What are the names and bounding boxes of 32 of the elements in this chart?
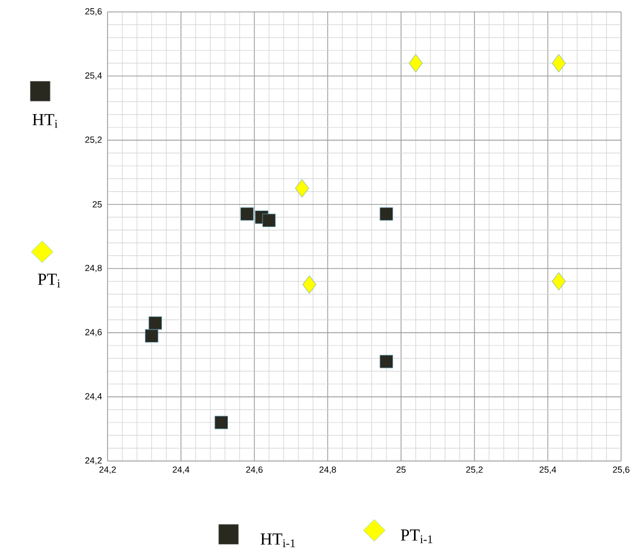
legend-label: HT$_{i}$ xyxy=(32,114,58,128)
x-tick-label: 24,8 xyxy=(319,466,336,474)
point xyxy=(262,214,276,227)
x-tick-label: 24,2 xyxy=(99,466,116,474)
x-tick-label: 25,4 xyxy=(540,466,556,474)
x-tick-label: 25,6 xyxy=(612,466,630,474)
point xyxy=(214,416,228,430)
y-tick-label: 24,8 xyxy=(85,264,102,272)
point xyxy=(148,316,162,330)
point xyxy=(552,54,566,72)
x-tick-label: 24,4 xyxy=(172,466,190,474)
y-tick-label: 25 xyxy=(92,201,102,208)
y-tick-label: 24,2 xyxy=(85,457,102,465)
point xyxy=(144,329,158,342)
y-tick-label: 24,4 xyxy=(85,393,102,400)
y-tick-label: 25,6 xyxy=(85,8,102,16)
point xyxy=(240,207,254,221)
point xyxy=(295,179,309,198)
x-tick-label: 24,6 xyxy=(246,466,263,474)
point xyxy=(380,354,394,368)
y-tick-label: 25,2 xyxy=(85,136,102,144)
point xyxy=(552,272,566,290)
text: PT$_{i-1}$ xyxy=(400,529,432,544)
text: HT$_{i-1}$ xyxy=(260,533,295,548)
x-tick-label: 25 xyxy=(396,466,406,473)
point xyxy=(302,275,316,294)
point xyxy=(380,207,394,221)
y-tick-label: 25,4 xyxy=(85,72,102,80)
y-tick-label: 24,6 xyxy=(85,328,102,336)
x-tick-label: 25,2 xyxy=(466,466,483,474)
point xyxy=(408,54,423,72)
legend-label: PT$_{i}$ xyxy=(38,274,60,288)
